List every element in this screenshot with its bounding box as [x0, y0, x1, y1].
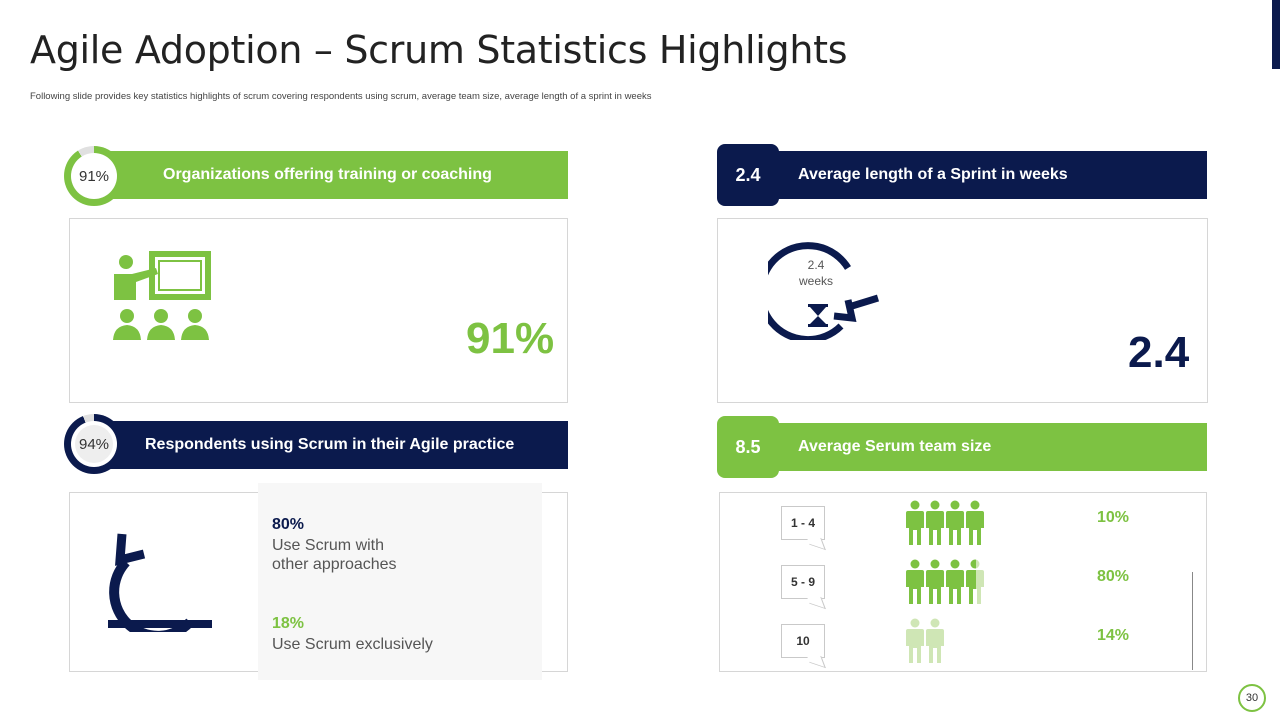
- team-size-people-icons: [906, 559, 984, 610]
- training-panel: [69, 218, 568, 403]
- scrum-usage-header-text: Respondents using Scrum in their Agile p…: [145, 436, 515, 453]
- team-size-percent: 80%: [1097, 568, 1130, 585]
- person-icon: [926, 500, 944, 551]
- team-size-range-label: 10: [796, 634, 810, 648]
- person-icon: [966, 559, 984, 610]
- slide-subtitle: Following slide provides key statistics …: [30, 91, 652, 102]
- team-size-range-label: 5 - 9: [790, 575, 815, 589]
- sprint-icon-label-line2: weeks: [798, 274, 833, 288]
- team-size-people-icons: [906, 618, 944, 669]
- sprint-cycle-hourglass-icon: [768, 242, 880, 340]
- team-size-range-bubble: 1 - 4: [781, 506, 825, 540]
- person-icon: [946, 500, 964, 551]
- sprint-value: 2.4: [1128, 328, 1190, 377]
- scrum-usage-stats-background: [258, 483, 542, 680]
- team-size-tab-value: 8.5: [735, 436, 761, 457]
- person-icon: [906, 618, 924, 669]
- sprint-header-bar: Average length of a Sprint in weeks: [760, 151, 1207, 199]
- training-badge-text: 91%: [78, 167, 110, 185]
- scrum-stat2-desc: Use Scrum exclusively: [272, 636, 433, 653]
- person-icon: [926, 618, 944, 669]
- team-size-range-bubble: 5 - 9: [781, 565, 825, 599]
- training-header-text: Organizations offering training or coach…: [163, 166, 492, 183]
- scrum-loop-arrow-icon: [108, 533, 212, 632]
- scrum-usage-percent-badge: 94%: [64, 414, 124, 474]
- sprint-icon-label-line1: 2.4: [807, 258, 825, 272]
- team-size-divider: [1192, 572, 1193, 670]
- page-number: 30: [1238, 684, 1266, 712]
- scrum-usage-header-bar: Respondents using Scrum in their Agile p…: [92, 421, 568, 469]
- team-size-range-label: 1 - 4: [790, 516, 815, 530]
- person-icon: [926, 559, 944, 610]
- sprint-tab-value: 2.4: [735, 164, 761, 185]
- scrum-stat1-desc-line1: Use Scrum with: [272, 537, 385, 554]
- sprint-header-text: Average length of a Sprint in weeks: [798, 166, 1068, 183]
- scrum-stat1-desc-line2: other approaches: [272, 556, 397, 573]
- slide-title: Agile Adoption – Scrum Statistics Highli…: [30, 28, 848, 72]
- training-percent-badge: 91%: [64, 146, 124, 206]
- training-value: 91%: [466, 314, 555, 363]
- person-icon: [946, 559, 964, 610]
- person-icon: [906, 500, 924, 551]
- presentation-training-icon: [113, 251, 211, 340]
- scrum-stat1-value: 80%: [272, 516, 305, 533]
- person-icon: [906, 559, 924, 610]
- team-size-percent: 10%: [1097, 509, 1130, 526]
- person-icon: [966, 500, 984, 551]
- team-size-range-bubble: 10: [781, 624, 825, 658]
- corner-accent-bar: [1272, 0, 1280, 69]
- team-size-header-text: Average Serum team size: [798, 438, 992, 455]
- training-header-bar: Organizations offering training or coach…: [92, 151, 568, 199]
- scrum-stat2-value: 18%: [272, 615, 305, 632]
- team-size-percent: 14%: [1097, 627, 1130, 644]
- team-size-people-icons: [906, 500, 984, 551]
- team-size-header-bar: Average Serum team size: [760, 423, 1207, 471]
- scrum-usage-badge-text: 94%: [78, 435, 110, 453]
- team-size-tab-badge: 8.5: [717, 416, 779, 478]
- sprint-tab-badge: 2.4: [717, 144, 779, 206]
